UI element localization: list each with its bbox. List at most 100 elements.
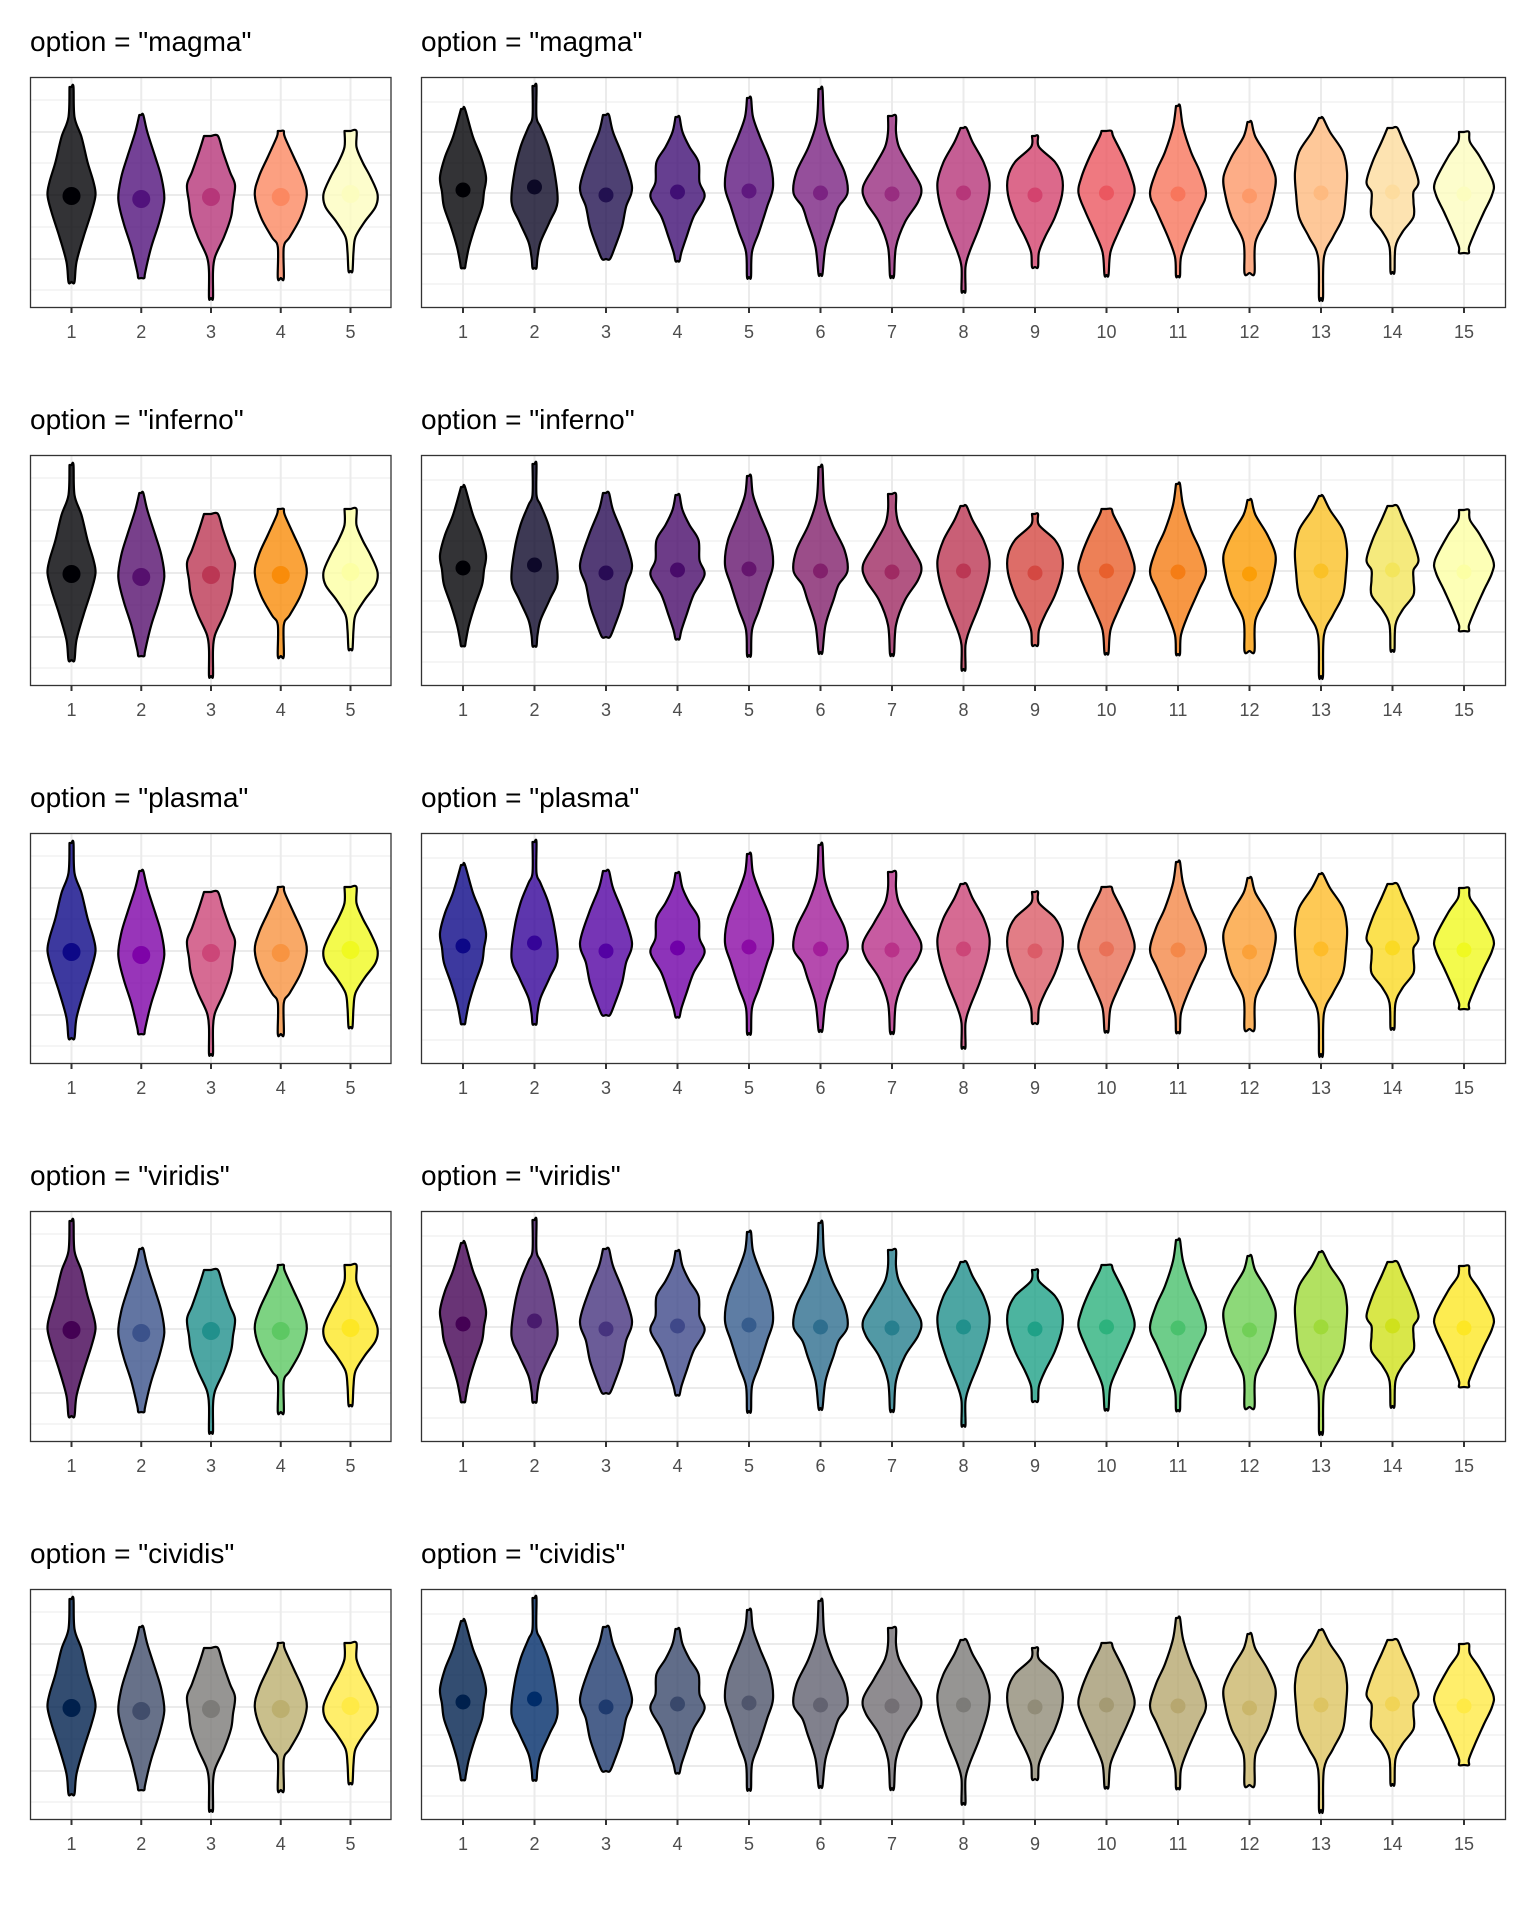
median-dot (1313, 1697, 1329, 1713)
x-tick-label: 4 (672, 700, 682, 720)
x-tick-label: 8 (958, 1078, 968, 1098)
violin-group-11 (1148, 481, 1208, 657)
median-dot (1099, 563, 1114, 579)
median-dot (813, 941, 828, 957)
violin-group-12 (1222, 1253, 1277, 1411)
violin-group-14 (1365, 503, 1420, 653)
median-dot (598, 943, 614, 959)
violin-group-8 (936, 125, 991, 294)
x-tick-label: 8 (958, 700, 968, 720)
violin-group-10 (1077, 885, 1136, 1034)
x-tick-label: 5 (345, 322, 355, 342)
x-tick-label: 14 (1382, 1834, 1402, 1854)
x-tick-label: 3 (601, 322, 611, 342)
x-tick-label: 15 (1454, 1078, 1474, 1098)
median-dot (62, 187, 80, 205)
violin-group-1 (438, 861, 488, 1026)
median-dot (1099, 185, 1114, 201)
median-dot (1385, 184, 1400, 200)
violin-group-10 (1077, 507, 1136, 656)
x-tick-label: 1 (66, 700, 76, 720)
x-tick-label: 11 (1169, 1078, 1188, 1098)
small-panel-title-cividis: option = "cividis" (30, 1538, 235, 1569)
x-tick-label: 10 (1096, 1456, 1116, 1476)
median-dot (1242, 944, 1257, 960)
violin-group-1 (438, 1239, 488, 1404)
median-dot (1242, 1322, 1257, 1338)
x-tick-label: 14 (1382, 700, 1402, 720)
x-tick-label: 3 (205, 1456, 215, 1476)
x-tick-label: 10 (1096, 1078, 1116, 1098)
median-dot (1385, 1696, 1400, 1712)
panel-border (420, 454, 1507, 687)
median-dot (813, 1697, 828, 1713)
x-tick-label: 3 (205, 322, 215, 342)
x-tick-label: 9 (1030, 1834, 1040, 1854)
median-dot (1385, 1318, 1400, 1334)
large-panel-title-plasma: option = "plasma" (421, 782, 640, 813)
violin-group-6 (792, 85, 849, 278)
violin-group-2 (510, 82, 559, 270)
median-dot (1099, 1319, 1114, 1335)
median-dot (455, 560, 471, 576)
panel-border (29, 1588, 392, 1821)
median-dot (813, 1319, 828, 1335)
median-dot (884, 1320, 900, 1336)
median-dot (1242, 566, 1257, 582)
median-dot (131, 1324, 150, 1342)
violin-group-4 (649, 870, 706, 1019)
x-tick-label: 5 (744, 1078, 754, 1098)
median-dot (455, 938, 471, 954)
violin-group-3 (185, 1645, 236, 1813)
violin-group-15 (1432, 1264, 1496, 1389)
large-panel-plasma: 1 2 3 4 5 6 7 8 9 10 11 12 13 14 15 (420, 832, 1507, 1104)
violin-group-15 (1432, 1642, 1496, 1767)
median-dot (201, 566, 220, 584)
violin-group-11 (1148, 103, 1208, 279)
violin-group-5 (723, 473, 775, 658)
median-dot (455, 1316, 471, 1332)
median-dot (1099, 1697, 1114, 1713)
large-panel-title-magma: option = "magma" (421, 26, 643, 57)
small-panel-viridis: 1 2 3 4 5 (29, 1210, 392, 1482)
x-tick-label: 9 (1030, 322, 1040, 342)
small-panel-title-viridis: option = "viridis" (30, 1160, 230, 1191)
x-tick-label: 12 (1239, 700, 1259, 720)
x-tick-label: 4 (275, 1078, 285, 1098)
x-tick-label: 11 (1169, 1834, 1188, 1854)
small-panel-magma: 1 2 3 4 5 (29, 76, 392, 348)
median-dot (455, 1694, 471, 1710)
violin-group-7 (861, 491, 923, 658)
x-tick-label: 4 (275, 700, 285, 720)
median-dot (956, 1319, 971, 1335)
median-dot (455, 182, 471, 198)
violin-group-3 (578, 1624, 634, 1773)
median-dot (813, 563, 828, 579)
x-tick-label: 15 (1454, 700, 1474, 720)
x-tick-label: 4 (672, 1456, 682, 1476)
median-dot (341, 1697, 359, 1715)
violin-group-4 (253, 507, 308, 660)
violin-group-13 (1293, 115, 1349, 303)
violin-group-7 (861, 1247, 923, 1414)
median-dot (884, 186, 900, 202)
x-tick-label: 12 (1239, 1078, 1259, 1098)
x-tick-label: 7 (887, 322, 897, 342)
median-dot (62, 1321, 80, 1339)
median-dot (670, 562, 685, 578)
violin-group-14 (1365, 1637, 1420, 1787)
median-dot (1313, 185, 1329, 201)
median-dot (271, 188, 290, 206)
violin-group-9 (1006, 134, 1064, 270)
median-dot (598, 1699, 614, 1715)
violin-group-4 (253, 1263, 308, 1416)
median-dot (670, 1318, 685, 1334)
median-dot (670, 184, 685, 200)
large-panel-magma: 1 2 3 4 5 6 7 8 9 10 11 12 13 14 15 (420, 76, 1507, 348)
median-dot (1313, 941, 1329, 957)
median-dot (598, 565, 614, 581)
violin-group-2 (116, 112, 165, 280)
x-tick-label: 3 (601, 1078, 611, 1098)
x-tick-label: 9 (1030, 1456, 1040, 1476)
median-dot (1027, 1699, 1043, 1715)
